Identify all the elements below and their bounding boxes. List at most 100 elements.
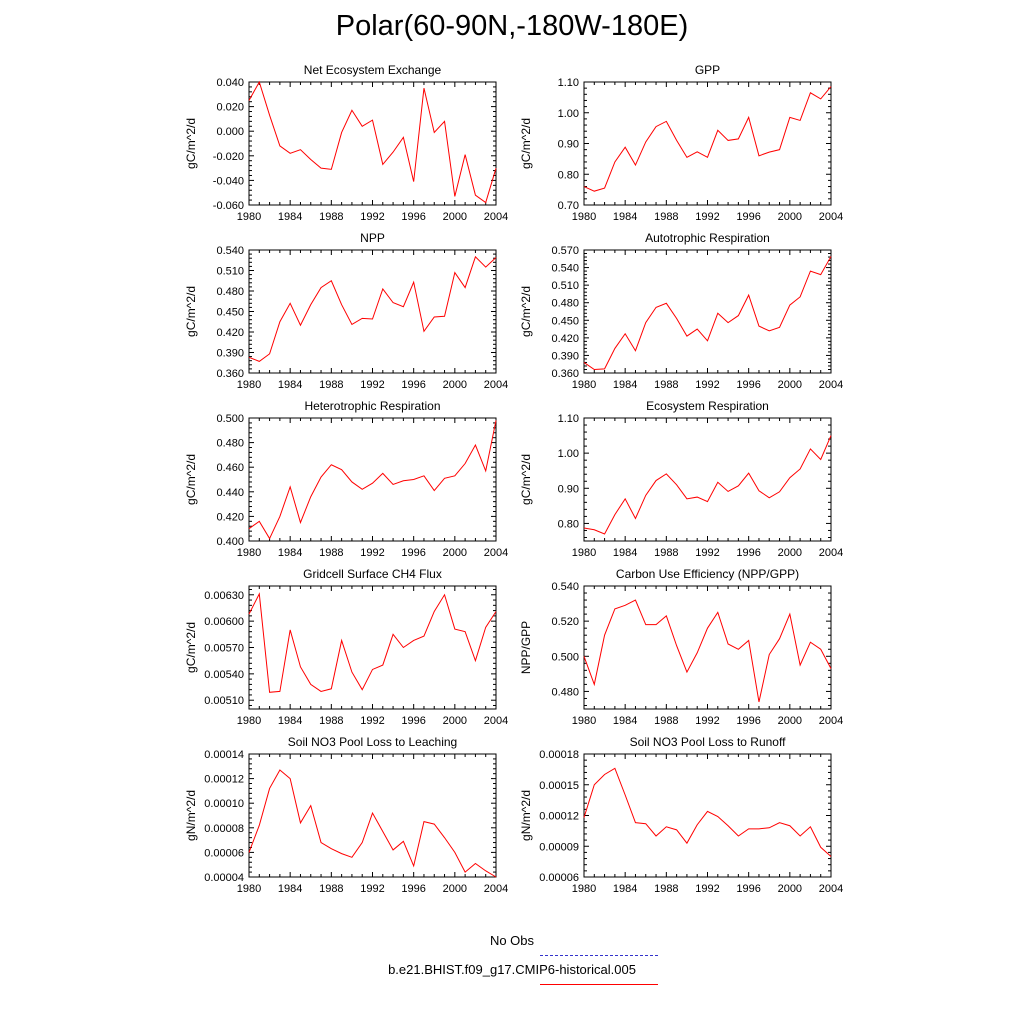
y-tick-label: 0.440 — [216, 487, 244, 499]
x-tick-label: 1984 — [613, 547, 637, 559]
x-tick-label: 2004 — [484, 883, 508, 895]
x-tick-label: 1980 — [237, 379, 261, 391]
x-tick-label: 1996 — [736, 715, 760, 727]
x-tick-label: 1996 — [401, 547, 425, 559]
y-tick-label: 0.540 — [216, 245, 244, 257]
x-tick-label: 2000 — [443, 883, 467, 895]
y-tick-label: 0.70 — [558, 200, 579, 212]
y-tick-label: 0.480 — [216, 286, 244, 298]
y-tick-label: 0.520 — [551, 616, 579, 628]
x-tick-label: 2004 — [819, 883, 843, 895]
series-line-0 — [583, 86, 832, 192]
x-tick-label: 1984 — [613, 211, 637, 223]
x-tick-label: 1984 — [278, 547, 302, 559]
x-tick-label: 1984 — [278, 211, 302, 223]
x-tick-label: 1992 — [360, 379, 384, 391]
plot-frame — [248, 417, 497, 542]
x-tick-label: 1980 — [572, 883, 596, 895]
y-tick-label: 0.500 — [216, 413, 244, 425]
y-tick-label: 0.00004 — [204, 872, 244, 884]
x-tick-label: 1984 — [278, 883, 302, 895]
y-tick-label: 0.540 — [551, 263, 579, 275]
y-tick-label: 0.540 — [551, 581, 579, 593]
x-tick-label: 2000 — [778, 379, 802, 391]
x-tick-label: 1992 — [360, 715, 384, 727]
panel-title: Carbon Use Efficiency (NPP/GPP) — [616, 567, 799, 581]
y-tick-label: 0.570 — [551, 245, 579, 257]
y-tick-label: 0.390 — [551, 350, 579, 362]
y-tick-label: 1.00 — [558, 448, 579, 460]
panel-title: Heterotrophic Respiration — [304, 399, 440, 413]
x-tick-label: 2004 — [484, 547, 508, 559]
x-tick-label: 1988 — [319, 211, 343, 223]
panel-title: Ecosystem Respiration — [646, 399, 769, 413]
x-tick-label: 2000 — [443, 211, 467, 223]
x-tick-label: 1996 — [401, 715, 425, 727]
x-tick-label: 1980 — [237, 883, 261, 895]
x-tick-label: 1996 — [401, 211, 425, 223]
chart-panel-0: Net Ecosystem Exchange gC/m^2/d 1980 1984 19… — [184, 63, 508, 223]
x-tick-label: 1988 — [654, 211, 678, 223]
legend-case-line — [540, 984, 658, 985]
y-tick-label: 0.510 — [551, 280, 579, 292]
plot-frame — [583, 585, 832, 710]
y-tick-label: 0.400 — [216, 536, 244, 548]
x-tick-label: 2004 — [484, 715, 508, 727]
x-tick-label: 1996 — [736, 883, 760, 895]
x-tick-label: 1992 — [695, 715, 719, 727]
y-tick-label: 0.360 — [551, 368, 579, 380]
y-axis-label: gC/m^2/d — [184, 622, 198, 673]
x-tick-label: 1992 — [695, 547, 719, 559]
series-line-0 — [583, 767, 832, 857]
y-axis-label: gC/m^2/d — [184, 118, 198, 169]
panel-title: Soil NO3 Pool Loss to Leaching — [288, 735, 457, 749]
y-tick-label: 0.360 — [216, 368, 244, 380]
x-tick-label: 1996 — [736, 211, 760, 223]
chart-panel-2: NPP gC/m^2/d 1980 1984 1988 1992 1996 2000 2004 0… — [184, 231, 508, 391]
y-tick-label: 0.00012 — [204, 774, 244, 786]
chart-panel-3: Autotrophic Respiration gC/m^2/d 1980 1984 1… — [519, 231, 843, 391]
y-axis-label: gN/m^2/d — [519, 790, 533, 841]
y-axis-label: gN/m^2/d — [184, 790, 198, 841]
y-tick-label: 0.500 — [551, 651, 579, 663]
x-tick-label: 2000 — [443, 379, 467, 391]
x-tick-label: 2004 — [819, 715, 843, 727]
x-tick-label: 2004 — [819, 379, 843, 391]
y-tick-label: 0.90 — [558, 139, 579, 151]
x-tick-label: 1992 — [360, 547, 384, 559]
x-tick-label: 1988 — [319, 547, 343, 559]
y-axis-label: gC/m^2/d — [184, 454, 198, 505]
plot-frame — [583, 249, 832, 374]
plot-frame — [583, 417, 832, 542]
y-tick-label: 0.460 — [216, 462, 244, 474]
y-tick-label: 0.00010 — [204, 798, 244, 810]
chart-panel-1: GPP gC/m^2/d 1980 1984 1988 1992 1996 2000 2004 0… — [519, 63, 843, 223]
y-tick-label: 0.80 — [558, 169, 579, 181]
x-tick-label: 2004 — [484, 211, 508, 223]
x-tick-label: 1980 — [237, 211, 261, 223]
plot-frame — [248, 753, 497, 878]
chart-panel-9: Soil NO3 Pool Loss to Runoff gN/m^2/d 1980… — [519, 735, 843, 895]
y-tick-label: 0.00012 — [539, 811, 579, 823]
y-axis-label: gC/m^2/d — [184, 286, 198, 337]
x-tick-label: 2000 — [778, 883, 802, 895]
y-tick-label: 0.420 — [551, 333, 579, 345]
x-tick-label: 1980 — [237, 715, 261, 727]
y-tick-label: 0.480 — [551, 298, 579, 310]
x-tick-label: 1980 — [572, 547, 596, 559]
x-tick-label: 1980 — [572, 715, 596, 727]
series-line-0 — [583, 256, 832, 370]
x-tick-label: 1980 — [572, 379, 596, 391]
chart-panel-7: Carbon Use Efficiency (NPP/GPP) NPP/GPP 19… — [519, 567, 843, 727]
y-tick-label: 0.00570 — [204, 643, 244, 655]
x-tick-label: 1992 — [360, 883, 384, 895]
x-tick-label: 2000 — [778, 547, 802, 559]
y-tick-label: 1.00 — [558, 108, 579, 120]
y-tick-label: 0.90 — [558, 483, 579, 495]
x-tick-label: 1996 — [401, 883, 425, 895]
panel-title: GPP — [695, 63, 720, 77]
y-tick-label: 0.450 — [216, 307, 244, 319]
chart-panel-8: Soil NO3 Pool Loss to Leaching gN/m^2/d 19… — [184, 735, 508, 895]
y-tick-label: 0.420 — [216, 327, 244, 339]
chart-panel-4: Heterotrophic Respiration gC/m^2/d 1980 198… — [184, 399, 508, 559]
